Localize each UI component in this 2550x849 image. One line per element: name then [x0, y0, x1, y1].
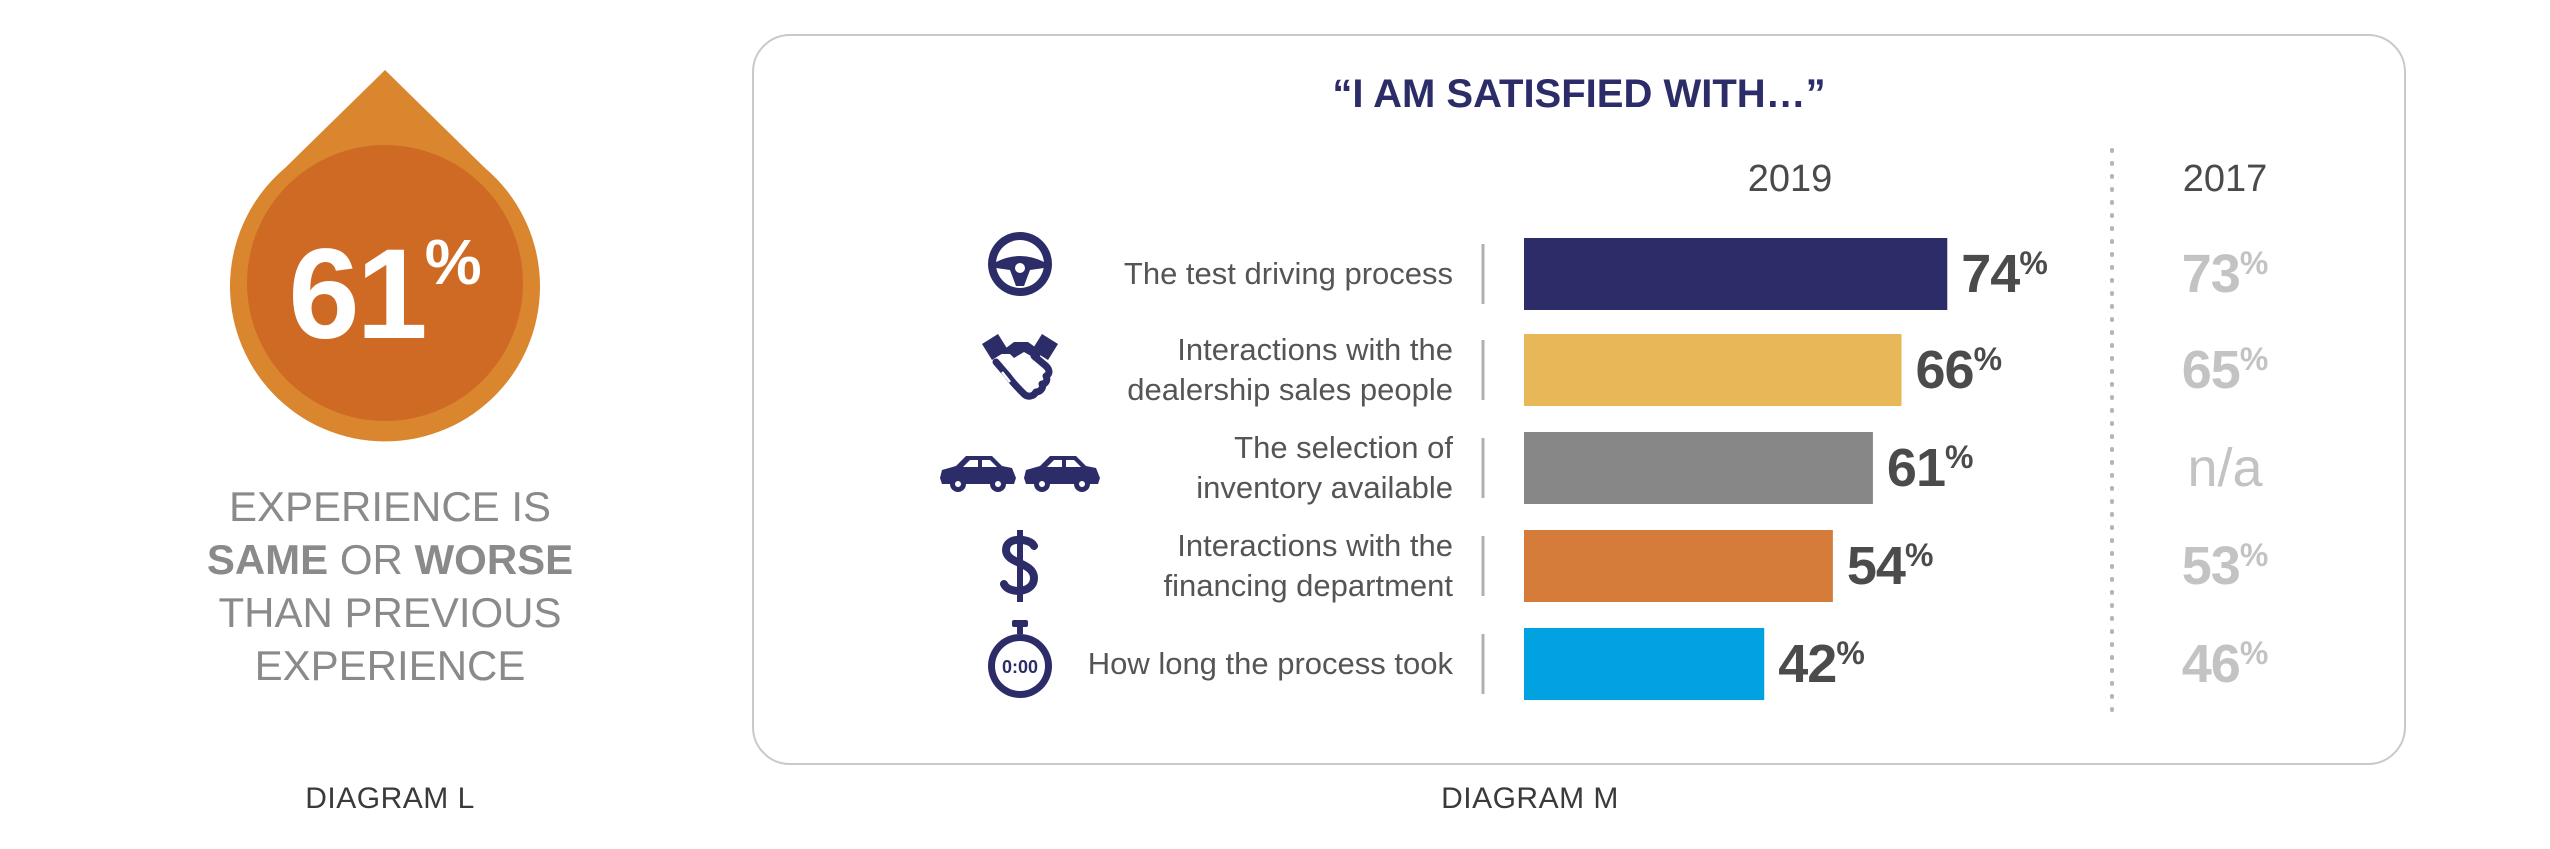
statement-worse: WORSE — [414, 536, 574, 583]
value-label-5: 42% — [1778, 633, 1865, 695]
category-label-line: financing department — [1163, 568, 1453, 603]
category-label-line: Interactions with the — [1177, 332, 1453, 367]
big-percentage-sign: % — [424, 226, 482, 298]
drop-inner-circle — [247, 145, 523, 421]
diagram-m-label: DIAGRAM M — [1441, 782, 1619, 815]
previous-number: 73 — [2181, 244, 2241, 304]
big-percentage-value: 61 — [288, 223, 427, 366]
value-percent-sign: % — [1904, 537, 1934, 573]
previous-number: 53 — [2181, 536, 2241, 596]
previous-value-5: 46% — [2125, 633, 2325, 695]
category-label-line: inventory available — [1196, 470, 1453, 505]
statement-or: OR — [328, 536, 415, 583]
value-number: 42 — [1778, 634, 1837, 694]
stopwatch-time-text: 0:00 — [1002, 657, 1038, 677]
steering-wheel-icon — [988, 232, 1052, 296]
category-label-line: Interactions with the — [1177, 528, 1453, 563]
previous-number: n/a — [2187, 438, 2263, 498]
percentage-drop-graphic — [230, 70, 540, 442]
diagram-l-label: DIAGRAM L — [305, 782, 475, 815]
value-number: 66 — [1915, 340, 1975, 400]
value-label-3: 61% — [1887, 437, 1974, 499]
previous-value-2: 65% — [2125, 339, 2325, 401]
previous-value-4: 53% — [2125, 535, 2325, 597]
big-percentage: 61% — [235, 215, 535, 375]
category-label-line: How long the process took — [1087, 646, 1453, 681]
previous-number: 46 — [2181, 634, 2241, 694]
value-percent-sign: % — [1944, 439, 1974, 475]
statement-line-4: EXPERIENCE — [254, 642, 526, 689]
chart-panel — [752, 34, 2406, 765]
value-number: 74 — [1961, 244, 2020, 304]
previous-value-3: n/a — [2125, 437, 2325, 499]
category-label-1: The test driving process — [953, 254, 1453, 294]
handshake-icon — [982, 334, 1058, 400]
category-label-line: The test driving process — [1123, 256, 1453, 291]
chart-title: “I AM SATISFIED WITH…” — [1332, 72, 1826, 116]
statement-line-1: EXPERIENCE IS — [228, 483, 552, 530]
statement-line-2: SAME OR WORSE — [140, 533, 640, 586]
statement-line-3: THAN PREVIOUS — [218, 589, 562, 636]
previous-percent-sign: % — [2239, 341, 2269, 377]
bar-5 — [1524, 628, 1765, 700]
value-number: 54 — [1846, 536, 1906, 596]
experience-statement: EXPERIENCE IS SAME OR WORSE THAN PREVIOU… — [140, 480, 640, 692]
value-label-4: 54% — [1847, 535, 1934, 597]
previous-value-1: 73% — [2125, 243, 2325, 305]
category-label-4: Interactions with the financing departmen… — [953, 526, 1453, 606]
stopwatch-icon: 0:00 — [988, 620, 1052, 698]
previous-number: 65 — [2181, 340, 2241, 400]
value-percent-sign: % — [1836, 635, 1865, 671]
value-label-1: 74% — [1961, 243, 2048, 305]
previous-percent-sign: % — [2239, 635, 2269, 671]
value-percent-sign: % — [2019, 245, 2048, 281]
category-label-3: The selection of inventory available — [953, 428, 1453, 508]
category-label-line: dealership sales people — [1127, 372, 1453, 407]
previous-percent-sign: % — [2239, 537, 2269, 573]
bar-3 — [1524, 432, 1873, 504]
cars-icon — [940, 456, 1100, 492]
bar-2 — [1524, 334, 1902, 406]
previous-percent-sign: % — [2239, 245, 2269, 281]
value-number: 61 — [1886, 438, 1946, 498]
bar-1 — [1524, 238, 1948, 310]
category-label-2: Interactions with the dealership sales pe… — [953, 330, 1453, 410]
bar-4 — [1524, 530, 1833, 602]
column-header-2019: 2019 — [1747, 158, 1833, 200]
category-label-line: The selection of — [1234, 430, 1453, 465]
statement-same: SAME — [206, 536, 329, 583]
value-percent-sign: % — [1973, 341, 2003, 377]
dollar-icon — [1000, 530, 1039, 602]
category-label-5: How long the process took — [953, 644, 1453, 684]
value-label-2: 66% — [1916, 339, 2003, 401]
column-header-2017: 2017 — [2182, 158, 2268, 200]
